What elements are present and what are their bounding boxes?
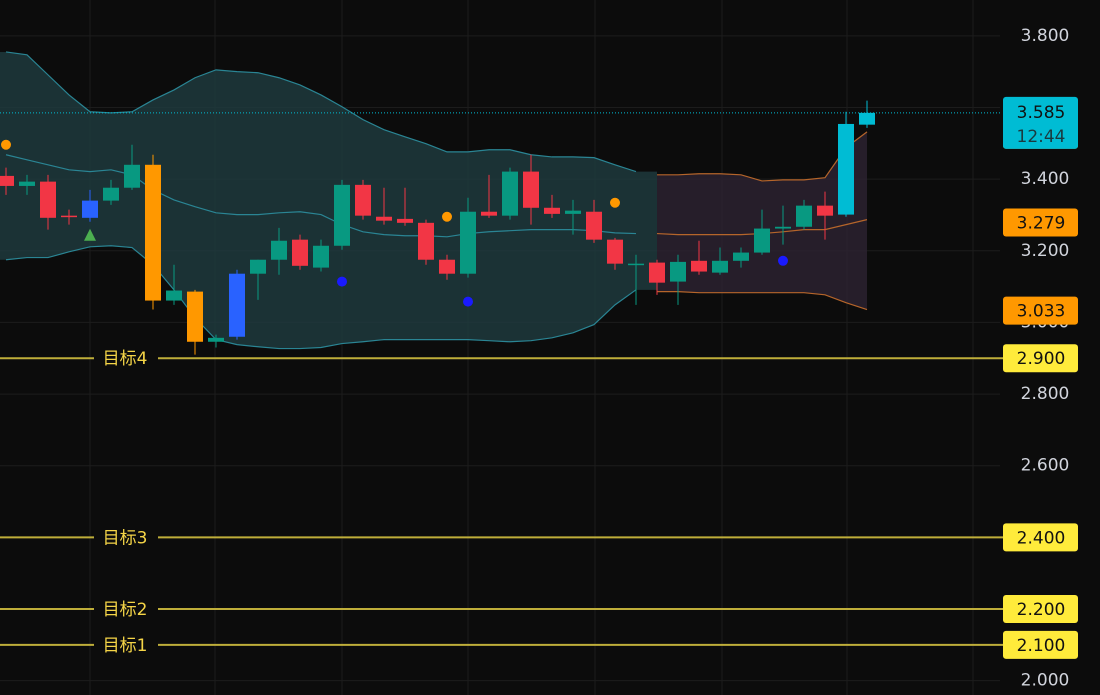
target-price-label: 2.200 <box>1017 600 1066 620</box>
candle-body <box>628 263 644 266</box>
y-tick-label: 3.800 <box>1021 26 1070 46</box>
target-name-bg <box>94 347 158 370</box>
signal-dot <box>778 255 788 266</box>
candle-body <box>439 259 455 274</box>
signal-triangle <box>84 228 96 241</box>
candle-body <box>103 187 119 201</box>
y-tick-label: 3.400 <box>1021 169 1070 189</box>
countdown-label: 12:44 <box>1017 127 1066 147</box>
target-name-bg <box>94 526 158 549</box>
y-tick-label: 3.200 <box>1021 241 1070 261</box>
candle-body <box>376 216 392 221</box>
target-price-label: 2.400 <box>1017 528 1066 548</box>
candle-body <box>124 164 140 188</box>
price-label: 3.279 <box>1017 213 1066 233</box>
candle-body <box>565 210 581 214</box>
target-name-bg <box>94 633 158 656</box>
price-label-box <box>1003 208 1078 237</box>
candle-body <box>82 200 98 218</box>
signal-dot <box>442 211 452 222</box>
candle-body <box>754 228 770 253</box>
target-price-box <box>1003 630 1078 659</box>
target-price-box <box>1003 595 1078 624</box>
candle-body <box>691 260 707 272</box>
target-name: 目标4 <box>103 349 148 369</box>
candle-body <box>796 205 812 227</box>
target-price-box <box>1003 523 1078 552</box>
candle-body <box>586 211 602 240</box>
candle-body <box>208 337 224 342</box>
candle-body <box>292 239 308 266</box>
candle-body <box>859 112 875 125</box>
candle-body <box>229 273 245 337</box>
band-fill <box>0 51 657 349</box>
candle-body <box>397 218 413 223</box>
candle-body <box>313 245 329 268</box>
candle-body <box>145 164 161 301</box>
candle-body <box>334 184 350 246</box>
candle-body <box>544 207 560 214</box>
candle-body <box>733 252 749 261</box>
candle-body <box>418 222 434 260</box>
target-name-bg <box>94 598 158 621</box>
y-tick-label: 2.800 <box>1021 384 1070 404</box>
y-tick-label: 2.000 <box>1021 671 1070 691</box>
candle-body <box>355 184 371 216</box>
band-middle <box>5 154 637 238</box>
candle-body <box>481 211 497 216</box>
target-name: 目标1 <box>103 636 148 656</box>
candle-body <box>712 260 728 273</box>
candle-body <box>250 259 266 274</box>
band-lower <box>5 245 637 350</box>
candle-body <box>166 290 182 301</box>
target-name: 目标3 <box>103 528 148 548</box>
band-lower <box>657 291 868 311</box>
target-price-label: 2.900 <box>1017 349 1066 369</box>
last-price-label: 3.585 <box>1017 103 1066 123</box>
candle-body <box>838 123 854 215</box>
candle-body <box>502 171 518 216</box>
candle-body <box>523 171 539 208</box>
y-tick-label: 2.600 <box>1021 456 1070 476</box>
candle-body <box>460 211 476 274</box>
band-upper <box>657 131 868 182</box>
candle-body <box>649 262 665 283</box>
signal-dot <box>337 276 347 287</box>
candle-body <box>19 181 35 186</box>
signal-dot <box>610 197 620 208</box>
candle-body <box>817 205 833 216</box>
candle-body <box>670 261 686 282</box>
candle-body <box>40 181 56 218</box>
candle-body <box>0 175 14 186</box>
price-label: 3.033 <box>1017 302 1066 322</box>
price-label-box <box>1003 296 1078 325</box>
signal-dot <box>1 139 11 150</box>
candle-body <box>271 240 287 260</box>
candle-body <box>607 239 623 264</box>
candle-body <box>61 215 77 218</box>
target-price-label: 2.100 <box>1017 636 1066 656</box>
signal-dot <box>463 296 473 307</box>
target-name: 目标2 <box>103 600 148 620</box>
candle-body <box>775 226 791 229</box>
last-price-box <box>1003 96 1078 149</box>
target-price-box <box>1003 344 1078 373</box>
candle-body <box>187 291 203 342</box>
